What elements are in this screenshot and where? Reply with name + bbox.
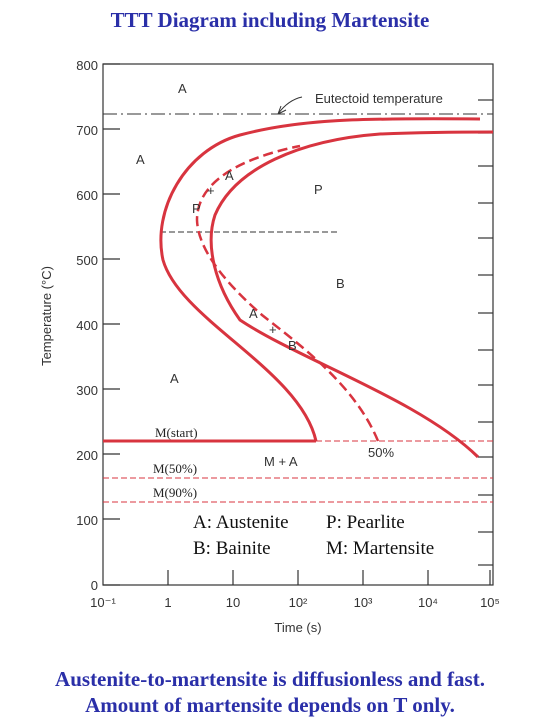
y-tick-label: 700 [76, 123, 98, 138]
right-tick-marks [478, 99, 493, 566]
legend-austenite: A: Austenite [193, 512, 289, 533]
m-50-label: M(50%) [153, 461, 197, 476]
x-tick-label: 10⁵ [480, 595, 500, 610]
y-tick-marks [103, 63, 120, 586]
x-tick-label: 10 [226, 595, 240, 610]
plus-sign: + [207, 183, 215, 198]
fifty-percent-label: 50% [368, 445, 394, 460]
x-tick-label: 10⁻¹ [90, 595, 116, 610]
x-tick-label: 10² [289, 595, 308, 610]
region-b-bainite: B [288, 338, 297, 353]
y-axis-label: Temperature (°C) [39, 266, 54, 366]
y-tick-label: 800 [76, 58, 98, 73]
eutectoid-label: Eutectoid temperature [315, 91, 443, 106]
x-tick-label: 10⁴ [418, 595, 438, 610]
page-title: TTT Diagram including Martensite [110, 8, 430, 32]
caption-line-1: Austenite-to-martensite is diffusionless… [55, 667, 485, 691]
m-start-label: M(start) [155, 425, 198, 440]
caption: Austenite-to-martensite is diffusionless… [0, 666, 540, 718]
region-a-top: A [178, 81, 187, 96]
region-a-left: A [136, 152, 145, 167]
x-tick-label: 1 [164, 595, 171, 610]
caption-line-2: Amount of martensite depends on T only. [85, 693, 455, 717]
y-tick-label: 300 [76, 383, 98, 398]
region-m-plus-a: M + A [264, 454, 298, 469]
y-tick-label: 200 [76, 448, 98, 463]
region-a-low: A [170, 371, 179, 386]
region-a-nose: A [225, 168, 234, 183]
x-axis-label: Time (s) [274, 620, 321, 635]
finish-curve [209, 130, 494, 459]
region-p-nose: P [192, 201, 201, 216]
region-b-right: B [336, 276, 345, 291]
legend-martensite: M: Martensite [326, 538, 434, 559]
eutectoid-arrowhead [277, 105, 287, 115]
eutectoid-arrow [277, 96, 303, 115]
x-tick-marks [167, 570, 491, 585]
x-tick-label: 10³ [354, 595, 373, 610]
y-tick-label: 0 [91, 578, 98, 593]
fifty-percent-curve [195, 144, 380, 442]
plus-sign: + [269, 322, 277, 337]
y-tick-label: 100 [76, 513, 98, 528]
region-a-bainite: A [249, 306, 258, 321]
ttt-diagram: 0 100 200 300 400 500 600 700 800 10⁻¹ 1… [39, 58, 500, 635]
plot-frame [102, 63, 494, 586]
y-tick-label: 500 [76, 253, 98, 268]
y-tick-label: 600 [76, 188, 98, 203]
legend-bainite: B: Bainite [193, 538, 271, 559]
y-tick-label: 400 [76, 318, 98, 333]
region-p-right: P [314, 182, 323, 197]
m-90-label: M(90%) [153, 485, 197, 500]
start-curve [159, 117, 481, 442]
legend-pearlite: P: Pearlite [326, 512, 405, 533]
